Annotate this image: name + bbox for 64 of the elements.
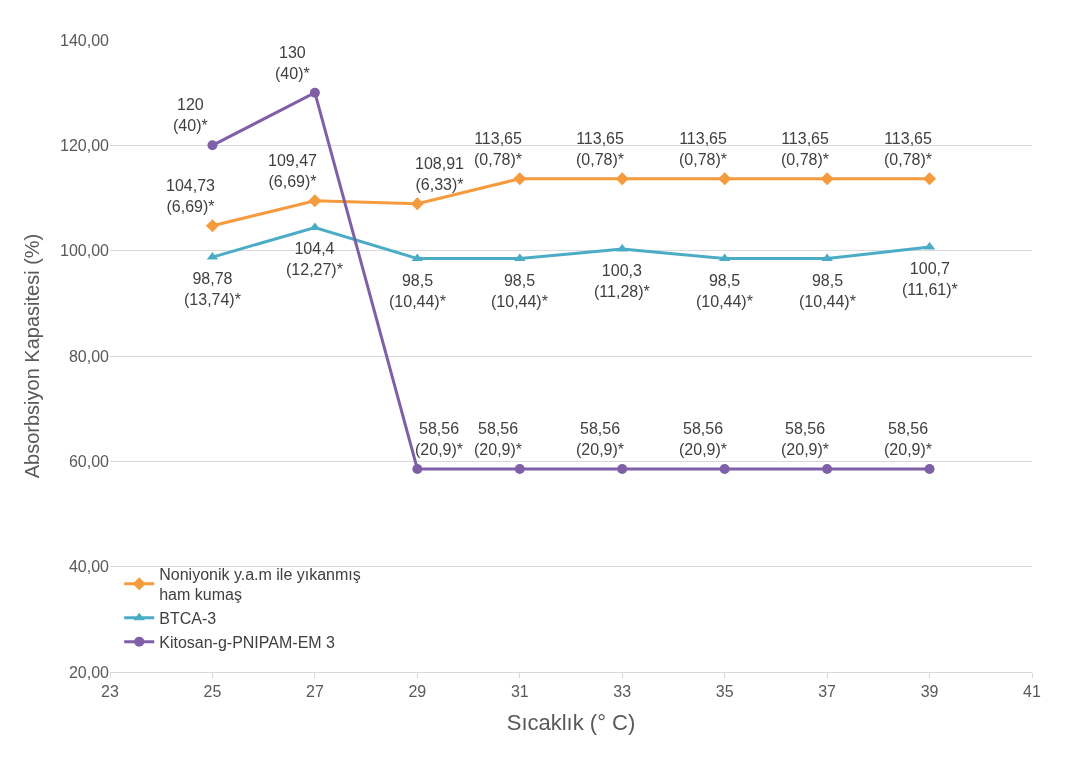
point [820, 172, 834, 186]
data-label: 98,5 (10,44)* [696, 272, 753, 310]
data-label: 113,65 (0,78)* [781, 130, 830, 168]
data-label: 58,56 (20,9)* [679, 420, 728, 458]
x-tick-label: 23 [101, 683, 119, 701]
x-tick-label: 27 [305, 683, 324, 701]
y-tick-label: 60,00 [68, 452, 110, 470]
y-tick-label: 140,00 [60, 31, 110, 49]
data-label: 104,4 (12,27)* [286, 240, 343, 278]
point [514, 253, 526, 262]
y-tick-label: 40,00 [68, 558, 110, 576]
legend-label: Kitosan-g-PNIPAM-EM 3 [159, 633, 336, 651]
y-tick-label: 20,00 [68, 663, 110, 681]
point [207, 140, 218, 151]
data-label: 113,65 (0,78)* [679, 130, 728, 168]
x-tick-label: 41 [1023, 683, 1041, 701]
data-label: 100,3 (11,28)* [594, 262, 650, 300]
data-label: 58,56 (20,9)* [474, 420, 523, 458]
x-tick-label: 35 [715, 683, 734, 701]
legend-label: BTCA-3 [159, 610, 217, 628]
x-tick-label: 31 [510, 683, 529, 701]
x-tick-label: 39 [920, 683, 939, 701]
data-label: 100,7 (11,61)* [902, 260, 958, 298]
data-label: 113,65 (0,78)* [474, 130, 523, 168]
x-tick-label: 33 [613, 683, 632, 701]
point [821, 253, 833, 262]
x-tick-label: 37 [818, 683, 837, 701]
point [617, 463, 628, 474]
point [309, 87, 320, 98]
point [822, 463, 833, 474]
data-label: 58,56 (20,9)* [415, 420, 464, 458]
y-axis-title: Absorbsiyon Kapasitesi (%) [20, 233, 43, 479]
data-label: 58,56 (20,9)* [884, 420, 933, 458]
point [410, 197, 424, 211]
data-label: 98,5 (10,44)* [389, 272, 446, 310]
data-label: 98,5 (10,44)* [799, 272, 856, 310]
legend-label: Noniyonik y.a.m ile yıkanmış ham kumaş [159, 565, 361, 604]
data-label: 109,47 (6,69)* [268, 152, 318, 190]
point [923, 172, 937, 186]
data-label: 104,73 (6,69)* [166, 177, 216, 215]
point [412, 463, 423, 474]
data-label: 108,91 (6,33)* [415, 155, 465, 193]
data-label: 58,56 (20,9)* [781, 420, 830, 458]
point [308, 194, 322, 208]
data-label: 98,5 (10,44)* [491, 272, 548, 310]
x-axis-title: Sıcaklık (° C) [506, 710, 636, 736]
data-label: 113,65 (0,78)* [576, 130, 625, 168]
point [514, 463, 525, 474]
x-tick-label: 25 [203, 683, 222, 701]
point [615, 172, 629, 186]
point [718, 172, 732, 186]
data-label: 120 (40)* [173, 96, 208, 134]
y-tick-label: 80,00 [68, 347, 110, 365]
data-label: 113,65 (0,78)* [884, 130, 933, 168]
x-tick-label: 29 [408, 683, 427, 701]
data-label: 130 (40)* [275, 44, 310, 82]
data-label: 98,78 (13,74)* [184, 270, 241, 308]
point [205, 219, 219, 233]
y-tick-label: 120,00 [60, 136, 110, 154]
y-tick-label: 100,00 [60, 242, 110, 260]
point [924, 463, 935, 474]
point [719, 463, 730, 474]
point [513, 172, 527, 186]
data-label: 58,56 (20,9)* [576, 420, 625, 458]
